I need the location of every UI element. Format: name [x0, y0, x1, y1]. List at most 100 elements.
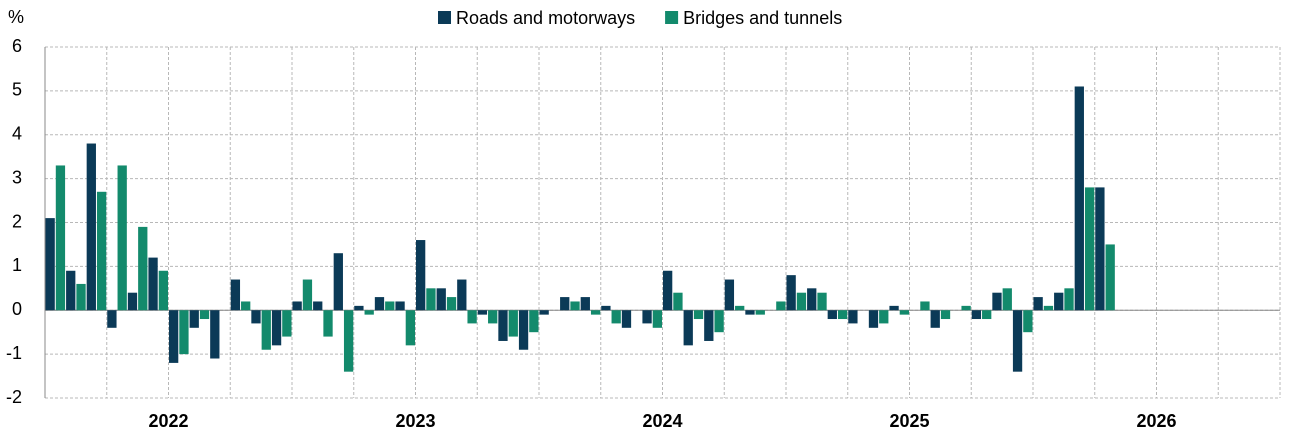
bar	[323, 310, 333, 337]
bar	[343, 310, 354, 372]
y-tick-label: 0	[12, 299, 22, 319]
bar	[405, 310, 415, 346]
bar	[467, 310, 477, 324]
bar	[889, 305, 899, 311]
y-tick-label: -1	[6, 343, 22, 363]
bar	[385, 301, 395, 311]
bar	[529, 310, 539, 333]
y-tick-label: 1	[12, 255, 22, 275]
bar	[261, 310, 271, 350]
bar	[292, 301, 302, 311]
y-tick-label: 5	[12, 80, 22, 100]
bar	[1084, 187, 1095, 311]
bar	[251, 310, 261, 324]
bar	[189, 310, 199, 328]
bar	[673, 292, 683, 311]
bar	[920, 301, 930, 311]
bar	[1002, 288, 1012, 311]
bar	[961, 305, 971, 311]
bar	[210, 310, 220, 359]
bar	[416, 240, 426, 311]
bar	[508, 310, 518, 337]
bar	[199, 310, 210, 320]
bar	[179, 310, 189, 355]
bar	[1023, 310, 1033, 333]
bar	[354, 305, 364, 311]
bar	[601, 305, 611, 311]
bar	[539, 310, 549, 315]
bar	[45, 218, 55, 311]
bar	[868, 310, 879, 328]
bar	[982, 310, 992, 320]
bar	[498, 310, 508, 341]
bar	[1095, 187, 1105, 311]
bar	[1043, 305, 1054, 311]
bar	[518, 310, 529, 350]
bar	[138, 226, 148, 311]
bar	[786, 275, 796, 311]
bar	[169, 310, 179, 363]
bar	[66, 270, 76, 311]
bar	[1033, 297, 1043, 311]
bar	[570, 301, 580, 311]
bar	[652, 310, 662, 328]
bar	[1054, 292, 1064, 311]
bar	[724, 279, 735, 311]
bar	[158, 270, 168, 311]
bar	[745, 310, 755, 315]
bar	[796, 292, 807, 311]
bar	[364, 310, 374, 315]
bar	[590, 310, 601, 315]
bar	[374, 297, 385, 311]
bar	[560, 297, 570, 311]
bar	[477, 310, 488, 315]
y-tick-label: 3	[12, 167, 22, 187]
bar	[827, 310, 837, 320]
x-year-label: 2022	[148, 411, 188, 431]
y-tick-label: 2	[12, 211, 22, 231]
bar	[76, 283, 86, 311]
bar	[395, 301, 405, 311]
bar	[704, 310, 714, 341]
legend-swatch	[665, 11, 679, 24]
x-year-label: 2025	[889, 411, 929, 431]
legend-label: Roads and motorways	[456, 8, 635, 28]
bar	[755, 310, 765, 315]
bar	[735, 305, 745, 311]
bar	[879, 310, 889, 324]
bar	[302, 279, 313, 311]
bar	[55, 165, 66, 311]
bar	[127, 292, 138, 311]
bar	[230, 279, 241, 311]
bar	[992, 292, 1002, 311]
legend-label: Bridges and tunnels	[683, 8, 842, 28]
bar	[837, 310, 848, 320]
bar	[642, 310, 652, 324]
bar	[971, 310, 982, 320]
bar	[96, 191, 107, 311]
bar	[848, 310, 858, 324]
bar	[776, 301, 786, 311]
bar	[148, 257, 158, 311]
bar	[899, 310, 909, 315]
bar	[333, 253, 343, 311]
y-tick-label: -2	[6, 387, 22, 407]
legend-swatch	[438, 11, 451, 24]
y-tick-label: 6	[12, 36, 22, 56]
x-year-label: 2024	[642, 411, 682, 431]
bar	[313, 301, 323, 311]
y-axis-unit: %	[8, 7, 24, 27]
bar	[488, 310, 498, 324]
bar	[940, 310, 951, 320]
bar	[663, 270, 673, 311]
bar	[426, 288, 436, 311]
bar	[1012, 310, 1023, 372]
bar	[457, 279, 467, 311]
bar	[86, 143, 96, 311]
bar	[107, 310, 117, 328]
bar	[436, 288, 446, 311]
bar	[580, 297, 590, 311]
bar	[621, 310, 632, 328]
bar	[271, 310, 282, 346]
